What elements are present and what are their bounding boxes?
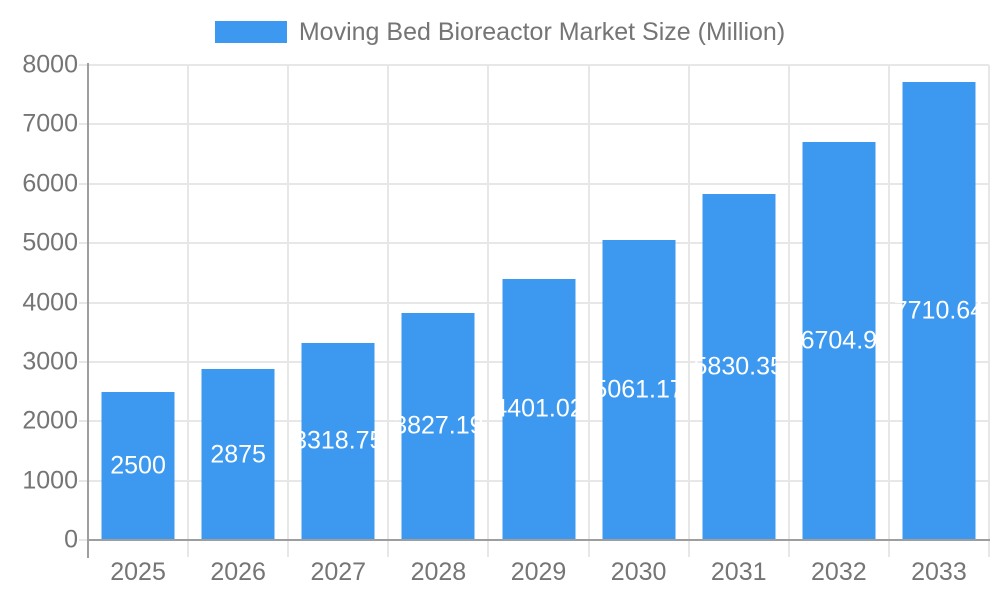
y-tick-mark-icon (79, 539, 87, 541)
y-tick-label: 5000 (22, 228, 78, 257)
x-tick-label: 2026 (210, 558, 266, 586)
bar-2028[interactable] (401, 312, 475, 540)
x-tick-label: 2031 (710, 558, 767, 586)
v-gridline (287, 65, 290, 557)
bar-value-label: 3318.75 (293, 426, 384, 455)
plot-area: 2500 2875 3318.75 3827.19 4401.02 5061.17 5830… (87, 64, 990, 557)
v-gridline (187, 65, 190, 557)
x-tick-label: 2028 (410, 558, 467, 586)
y-tick-label: 3000 (22, 347, 78, 376)
y-tick-mark-icon (79, 420, 87, 423)
h-gridline (88, 123, 989, 126)
bar-value-label: 3827.19 (393, 411, 484, 440)
y-axis-tick-labels: 0 1000 2000 3000 4000 5000 6000 7000 8000 (0, 51, 78, 554)
y-tick-mark-icon (79, 123, 87, 126)
x-axis-line (87, 539, 990, 541)
x-tick-label: 2033 (911, 558, 967, 586)
legend: Moving Bed Bioreactor Market Size (Milli… (0, 18, 1000, 46)
bar-2033[interactable] (902, 82, 976, 540)
bar-value-label: 4401.02 (493, 394, 584, 423)
x-tick-label: 2029 (510, 558, 567, 586)
h-gridline (88, 64, 989, 66)
bar-value-label: 6704.9 (800, 326, 878, 355)
y-tick-label: 2000 (22, 406, 78, 435)
v-gridline (387, 65, 390, 557)
y-tick-label: 0 (64, 525, 78, 554)
bar-2032[interactable] (802, 141, 876, 540)
y-tick-label: 8000 (22, 50, 78, 79)
y-tick-mark-icon (79, 301, 87, 304)
bar-value-label: 7710.64 (893, 296, 985, 325)
h-gridline (88, 182, 989, 185)
x-tick-label: 2027 (310, 558, 367, 586)
x-axis-tick-labels: 2025 2026 2027 2028 2029 2030 2031 2032 2033 (88, 558, 989, 590)
v-gridline (787, 65, 790, 557)
x-tick-label: 2032 (811, 558, 867, 586)
legend-label: Moving Bed Bioreactor Market Size (Milli… (298, 18, 786, 46)
legend-item[interactable]: Moving Bed Bioreactor Market Size (Milli… (214, 18, 786, 46)
bar-2025[interactable] (101, 391, 175, 540)
v-gridline (887, 65, 890, 557)
x-tick-label: 2025 (110, 558, 166, 586)
y-tick-mark-icon (79, 479, 87, 482)
v-gridline (487, 65, 490, 557)
bar-2026[interactable] (201, 369, 275, 540)
v-gridline (988, 65, 990, 557)
v-gridline (687, 65, 690, 557)
bar-value-label: 2500 (110, 451, 166, 480)
y-tick-label: 6000 (22, 169, 78, 198)
y-tick-label: 1000 (22, 466, 78, 495)
bar-value-label: 5830.35 (693, 352, 784, 381)
y-axis-line (87, 63, 89, 558)
y-tick-mark-icon (79, 182, 87, 185)
v-gridline (587, 65, 590, 557)
y-tick-mark-icon (79, 242, 87, 245)
legend-swatch-icon (214, 21, 287, 43)
bar-2027[interactable] (301, 342, 375, 540)
bar-2029[interactable] (502, 278, 575, 540)
bar-2031[interactable] (702, 193, 776, 540)
h-gridline (88, 242, 989, 245)
bar-value-label: 2875 (210, 440, 266, 469)
bar-value-label: 5061.17 (593, 375, 684, 404)
bar-2030[interactable] (602, 239, 676, 540)
y-axis-tick-marks (79, 64, 87, 541)
y-tick-label: 7000 (22, 109, 78, 138)
x-tick-label: 2030 (610, 558, 667, 586)
y-tick-mark-icon (79, 360, 87, 363)
y-tick-mark-icon (79, 64, 87, 66)
y-tick-label: 4000 (22, 288, 78, 316)
